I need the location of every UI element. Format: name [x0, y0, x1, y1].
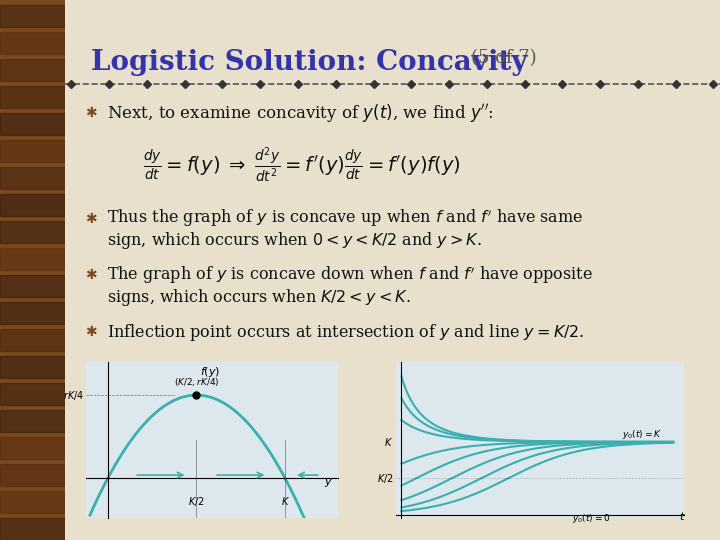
Text: $(K/2, rK/4)$: $(K/2, rK/4)$ [174, 376, 219, 388]
Text: signs, which occurs when $K/2 < y < K$.: signs, which occurs when $K/2 < y < K$. [107, 287, 411, 307]
Bar [0, 113, 65, 135]
Bar [0, 275, 65, 297]
Bar [0, 86, 65, 108]
Text: ✱: ✱ [85, 325, 96, 339]
Bar [0, 518, 65, 540]
Text: (5 of 7): (5 of 7) [471, 49, 536, 66]
Bar [0, 464, 65, 486]
Text: $\frac{dy}{dt} = f(y) \;\Rightarrow\; \frac{d^2y}{dt^2} = f'(y)\frac{dy}{dt} = f: $\frac{dy}{dt} = f(y) \;\Rightarrow\; \f… [143, 145, 461, 185]
Bar [0, 491, 65, 513]
Bar [0, 437, 65, 459]
Text: $t$: $t$ [678, 510, 685, 522]
Text: The graph of $y$ is concave down when $f$ and $f'$ have opposite: The graph of $y$ is concave down when $f… [107, 265, 593, 286]
Bar [0, 5, 65, 27]
Bar [0, 167, 65, 189]
Bar [0, 194, 65, 216]
Text: $K/2$: $K/2$ [377, 472, 393, 485]
Bar [0, 410, 65, 432]
Bar [0, 140, 65, 162]
Text: ✱: ✱ [85, 268, 96, 282]
Bar [0, 59, 65, 81]
Text: $rK/4$: $rK/4$ [63, 389, 85, 402]
Text: Logistic Solution: Concavity: Logistic Solution: Concavity [91, 49, 528, 76]
Text: Inflection point occurs at intersection of $y$ and line $y = K/2$.: Inflection point occurs at intersection … [107, 322, 585, 342]
Text: sign, which occurs when $0 < y < K/2$ and $y > K$.: sign, which occurs when $0 < y < K/2$ an… [107, 230, 482, 251]
Bar [0, 302, 65, 324]
Bar [0, 248, 65, 270]
Text: Next, to examine concavity of $y(t)$, we find $y''$:: Next, to examine concavity of $y(t)$, we… [107, 102, 494, 125]
Text: $y_0(t)=K$: $y_0(t)=K$ [622, 428, 662, 441]
Bar [0, 329, 65, 351]
Text: $y_0(t) = 0$: $y_0(t) = 0$ [572, 511, 611, 524]
Bar [0, 32, 65, 54]
Bar [0, 356, 65, 378]
Text: ✱: ✱ [85, 106, 96, 120]
Text: $f(y)$: $f(y)$ [200, 365, 220, 379]
Text: $K$: $K$ [384, 436, 393, 448]
Text: $y$: $y$ [324, 477, 333, 489]
Text: ✱: ✱ [85, 212, 96, 226]
Bar [0, 383, 65, 405]
Text: Thus the graph of $y$ is concave up when $f$ and $f'$ have same: Thus the graph of $y$ is concave up when… [107, 208, 584, 230]
Text: $K/2$: $K/2$ [188, 495, 204, 508]
Text: $K$: $K$ [281, 495, 289, 507]
Bar [0, 221, 65, 243]
